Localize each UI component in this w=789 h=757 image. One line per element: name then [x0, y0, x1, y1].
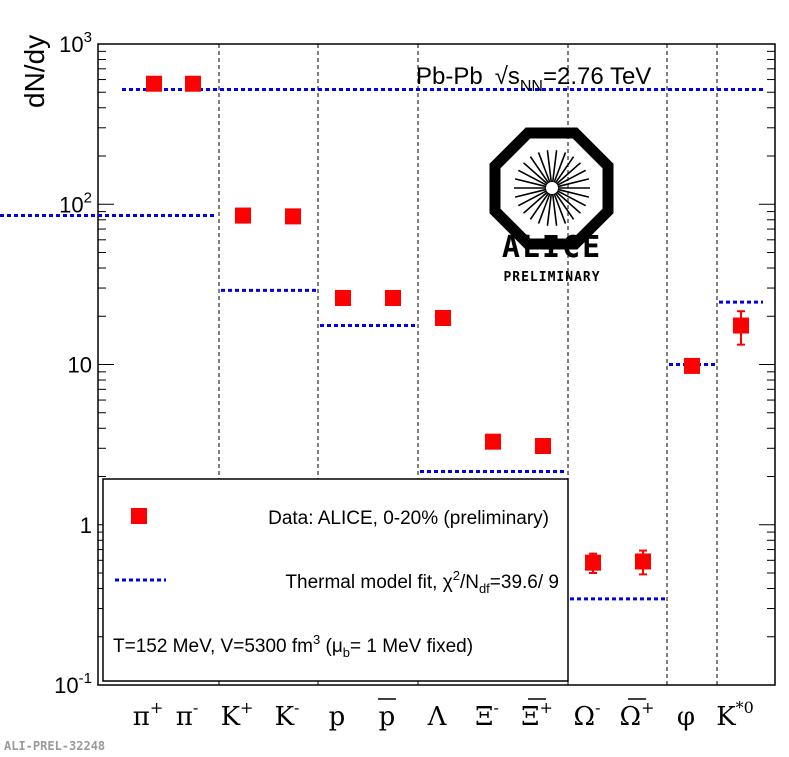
- logo-spoke: [537, 193, 551, 224]
- logo-spoke: [554, 192, 575, 220]
- logo-spoke: [556, 169, 587, 186]
- x-category-label: p: [329, 702, 346, 732]
- x-category-label: Λ: [427, 702, 448, 732]
- logo-spoke: [523, 191, 549, 214]
- logo-spoke: [517, 190, 548, 207]
- legend-model-label: Thermal model fit, χ2/Ndf=39.6/ 9: [285, 568, 559, 596]
- logo-spoke: [551, 150, 558, 183]
- data-series: [146, 75, 749, 576]
- data-point: [385, 290, 401, 307]
- logo-spoke: [555, 162, 581, 185]
- logo-spoke: [529, 192, 550, 220]
- logo-subtitle: PRELIMINARY: [503, 270, 600, 285]
- y-tick-label: 103: [59, 29, 92, 57]
- y-axis-label: dN/dy: [19, 35, 50, 108]
- data-point: [485, 433, 501, 450]
- x-category-label: K*0: [716, 698, 754, 732]
- logo-spoke: [546, 193, 553, 226]
- legend-box: [102, 478, 569, 682]
- logo-spoke: [553, 152, 567, 183]
- logo-spoke: [555, 191, 581, 214]
- data-point: [146, 75, 162, 92]
- x-category-label: K+: [221, 698, 254, 732]
- data-point: [285, 208, 301, 225]
- logo-spoke: [554, 156, 575, 184]
- x-category-label: Ξ+: [521, 698, 553, 732]
- data-point: [733, 317, 749, 334]
- x-category-label: π-: [176, 698, 199, 732]
- alice-logo: ALICE PRELIMINARY: [489, 127, 614, 285]
- y-tick-label: 10: [68, 353, 92, 378]
- logo-spoke: [557, 188, 590, 198]
- logo-spoke: [551, 193, 558, 226]
- y-tick-label: 10-1: [54, 670, 92, 698]
- y-tick-label: 1: [80, 513, 92, 538]
- octagon-icon: [489, 127, 614, 250]
- logo-spoke: [556, 190, 587, 207]
- x-category-label: φ: [677, 702, 695, 732]
- legend-data-marker: [131, 508, 147, 524]
- figure-id: ALI-PREL-32248: [4, 739, 106, 753]
- data-point: [435, 310, 451, 327]
- logo-spoke: [529, 156, 550, 184]
- data-point: [235, 207, 251, 224]
- x-category-label: Ω-: [574, 698, 601, 732]
- logo-spoke: [517, 169, 548, 186]
- data-point: [635, 553, 651, 570]
- legend: Data: ALICE, 0-20% (preliminary) Thermal…: [102, 478, 569, 682]
- data-point: [185, 75, 201, 92]
- logo-spoke: [546, 150, 553, 183]
- logo-spoke: [557, 178, 590, 188]
- x-axis-labels: π+ π- K+ K-p p Λ Ξ- Ξ+ Ω- Ω+ φ K*0: [133, 698, 754, 732]
- logo-name: ALICE: [502, 230, 602, 265]
- x-category-label: Ξ-: [475, 698, 499, 732]
- chart-title: Pb-Pb √sNN=2.76 TeV: [416, 63, 651, 95]
- x-category-label: p: [379, 702, 396, 732]
- logo-spoke: [523, 162, 549, 185]
- data-point: [535, 438, 551, 455]
- data-point: [335, 290, 351, 307]
- x-category-label: π+: [133, 698, 164, 732]
- y-tick-label: 102: [59, 189, 92, 217]
- data-point: [684, 357, 700, 374]
- starburst-icon: [514, 150, 590, 226]
- legend-params-label: T=152 MeV, V=5300 fm3 (μb= 1 MeV fixed): [113, 632, 473, 660]
- x-category-label: K-: [275, 698, 300, 732]
- logo-spoke: [537, 152, 551, 183]
- logo-spoke: [553, 193, 567, 224]
- logo-spoke: [514, 178, 547, 188]
- logo-spoke: [514, 188, 547, 198]
- data-point: [585, 554, 601, 571]
- x-category-label: Ω+: [620, 698, 655, 732]
- legend-data-label: Data: ALICE, 0-20% (preliminary): [268, 508, 549, 529]
- y-axis-ticks: 10-1 1 10 102 103: [54, 29, 775, 698]
